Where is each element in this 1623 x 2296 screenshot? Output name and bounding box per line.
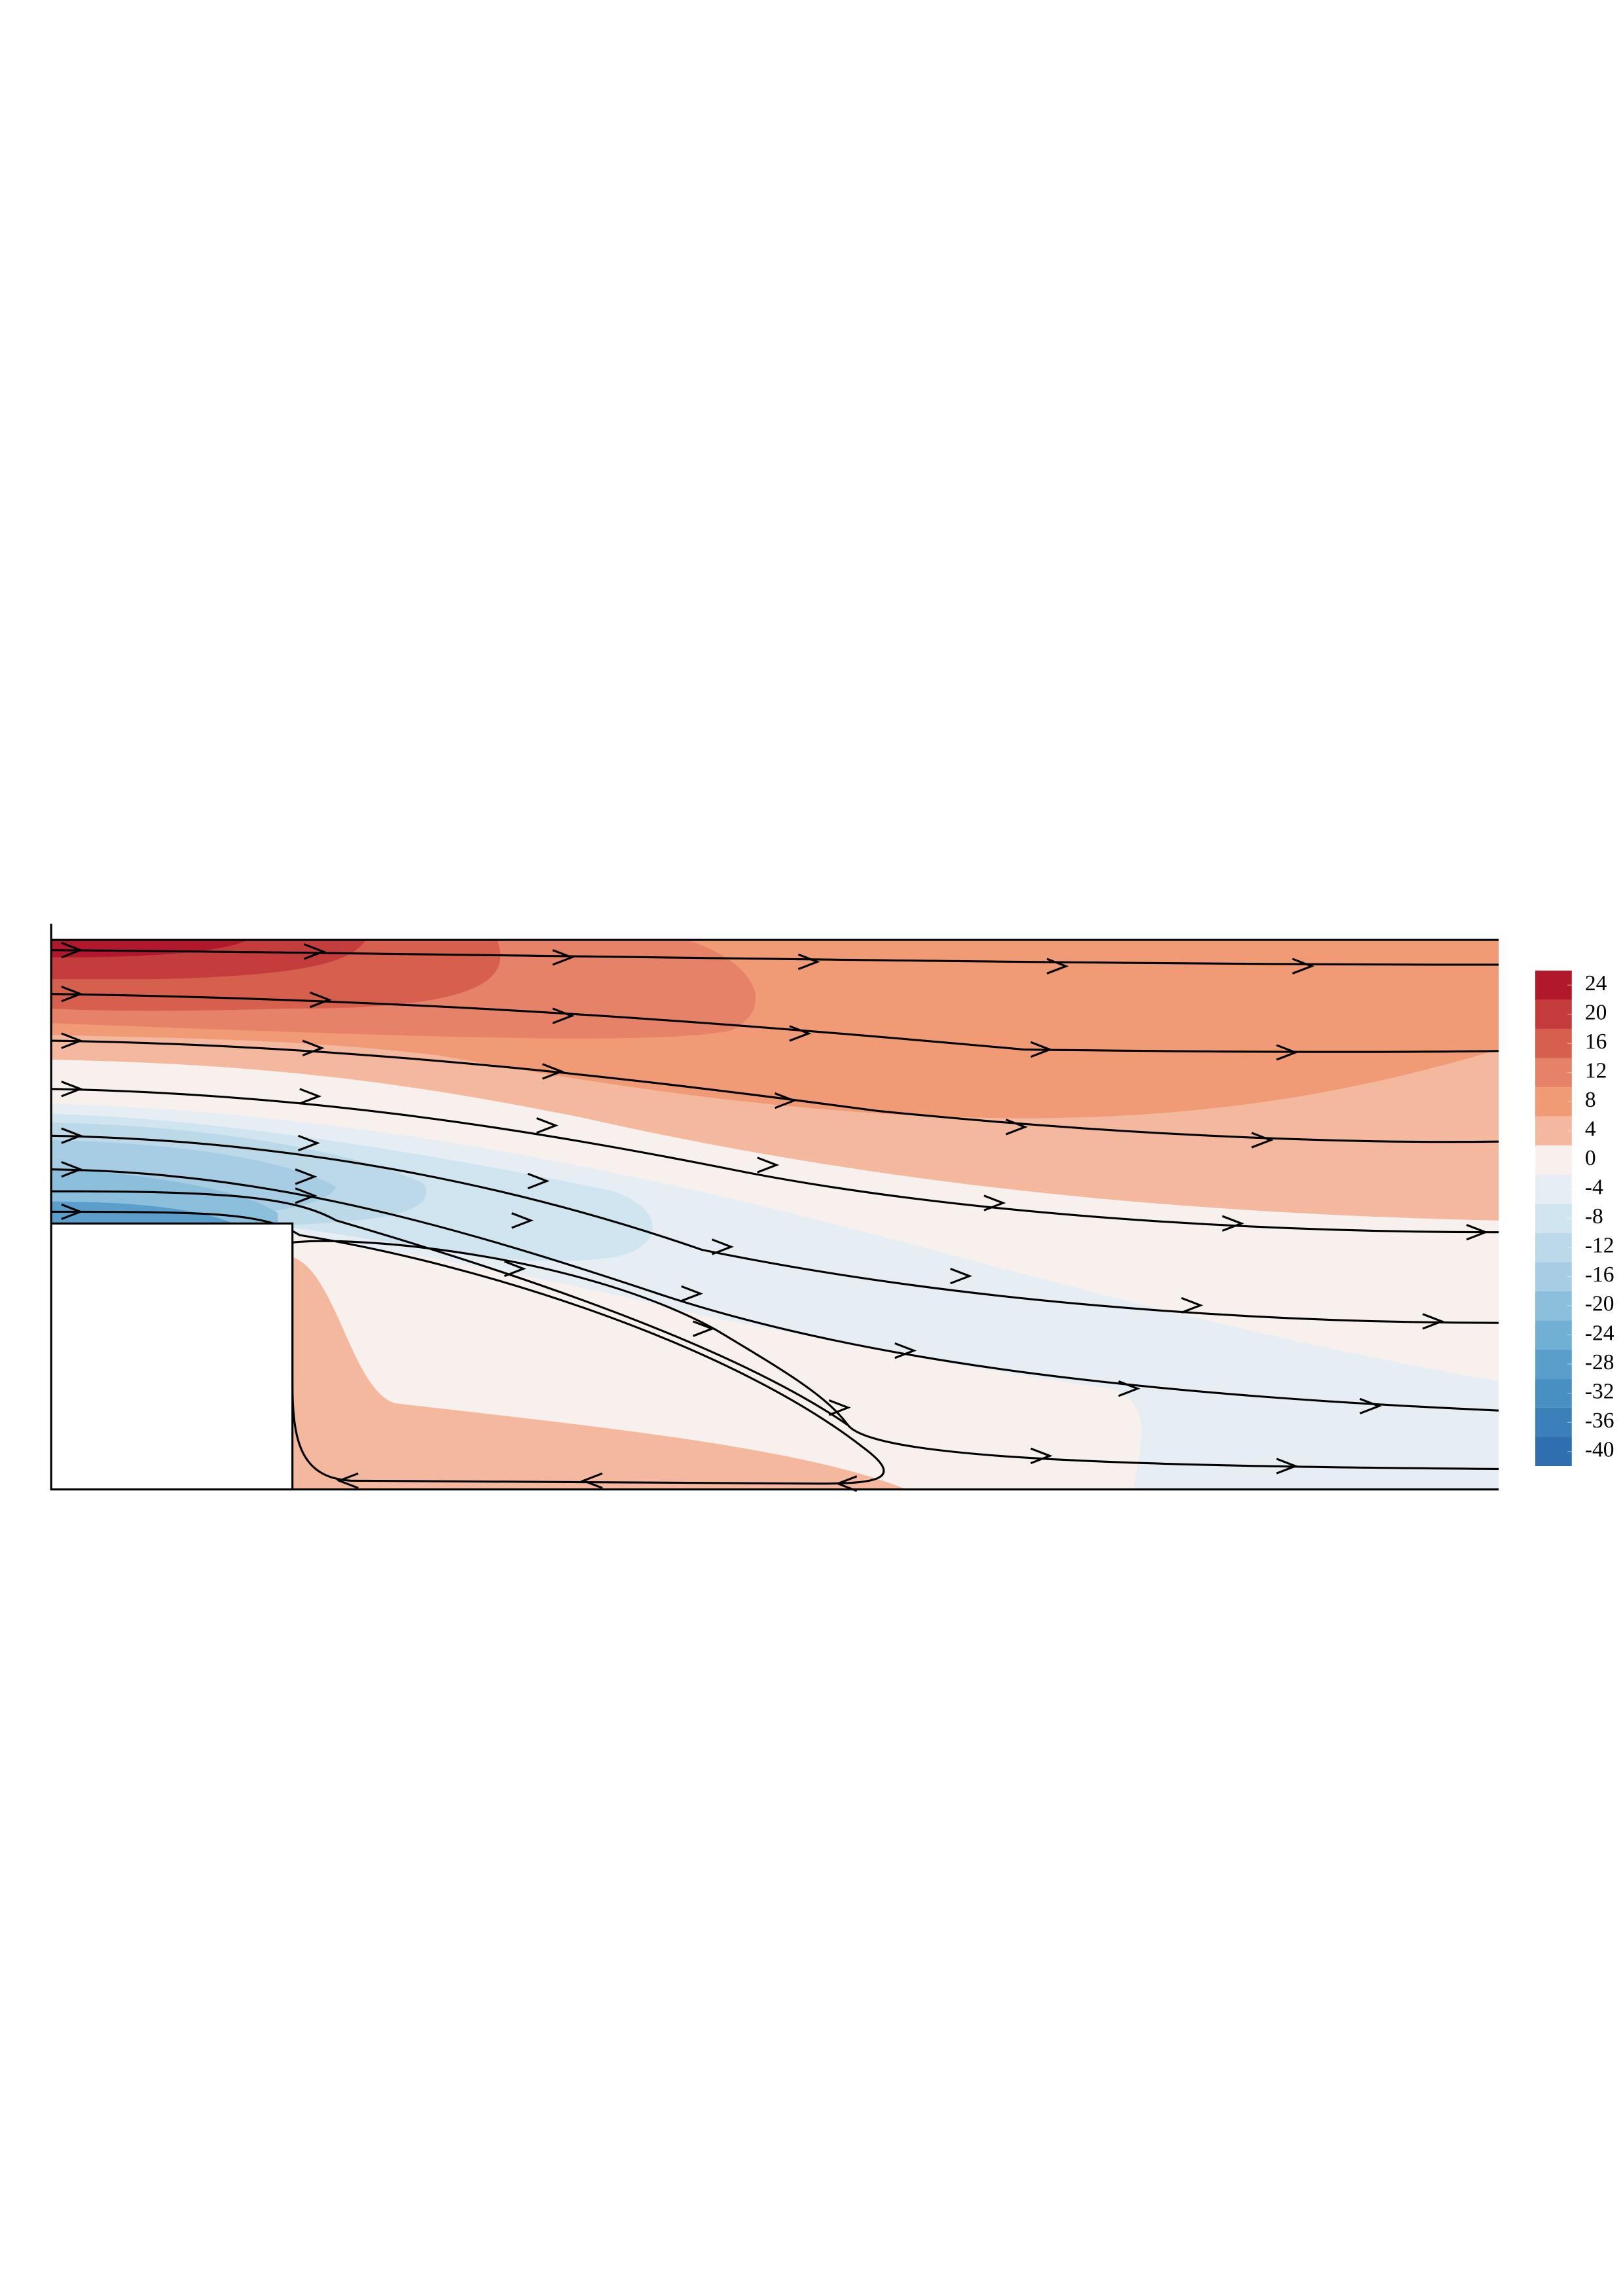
colorbar-tick-label: -16 bbox=[1585, 1263, 1614, 1287]
contour-region bbox=[292, 1257, 907, 1490]
colorbar: 24 20 16 12 8 4 0 -4 -8 -12 -16 -20 -24 -28 -32 -36 -40 bbox=[1535, 970, 1614, 1466]
colorbar-band bbox=[1535, 1291, 1572, 1321]
colorbar-tick-label: -12 bbox=[1585, 1234, 1614, 1258]
colorbar-tick-label: 12 bbox=[1585, 1058, 1607, 1083]
streamline bbox=[51, 1190, 1499, 1471]
colorbar-band bbox=[1535, 1320, 1572, 1350]
colorbar-band bbox=[1535, 1087, 1572, 1117]
colorbar-tick-label: -20 bbox=[1585, 1292, 1614, 1316]
streamline bbox=[51, 949, 1499, 966]
arrowhead bbox=[61, 1187, 1299, 1475]
colorbar-band bbox=[1535, 1437, 1572, 1466]
colorbar-band bbox=[1535, 1204, 1572, 1233]
colorbar-band bbox=[1535, 1145, 1572, 1175]
colorbar-tick-label: 16 bbox=[1585, 1030, 1607, 1054]
colorbar-tick-label: -4 bbox=[1585, 1175, 1603, 1200]
streamline bbox=[51, 1168, 1499, 1412]
arrowhead bbox=[61, 1081, 1489, 1241]
colorbar-tick-label: -32 bbox=[1585, 1379, 1614, 1403]
colorbar-band bbox=[1535, 1232, 1572, 1263]
contour-field bbox=[51, 940, 1499, 1490]
streamline bbox=[51, 1134, 1499, 1324]
colorbar-tick-label: 8 bbox=[1585, 1088, 1596, 1112]
step-block bbox=[51, 1223, 293, 1490]
colorbar-tick-label: -28 bbox=[1585, 1350, 1614, 1374]
plot-area: 24 20 16 12 8 4 0 -4 -8 -12 -16 -20 -24 -28 -32 -36 -40 bbox=[50, 924, 1614, 1492]
colorbar-band bbox=[1535, 1262, 1572, 1291]
domain-frame bbox=[50, 924, 1499, 1491]
colorbar-band bbox=[1535, 1028, 1572, 1058]
colorbar-tick-label: 20 bbox=[1585, 1000, 1607, 1024]
streamlines bbox=[51, 949, 1499, 1485]
colorbar-tick-label: 0 bbox=[1585, 1146, 1596, 1170]
colorbar-band bbox=[1535, 970, 1572, 1000]
colorbar-band bbox=[1535, 1349, 1572, 1379]
streamline bbox=[51, 1088, 1499, 1234]
arrowheads bbox=[61, 942, 1489, 1492]
colorbar-tick-label: 24 bbox=[1585, 971, 1607, 996]
colorbar-tick-label: -36 bbox=[1585, 1408, 1614, 1433]
streamline bbox=[51, 1210, 885, 1485]
colorbar-tick-label: -40 bbox=[1585, 1437, 1614, 1462]
colorbar-band bbox=[1535, 1058, 1572, 1088]
arrowhead bbox=[61, 1161, 1382, 1415]
arrowhead bbox=[61, 1032, 1274, 1149]
colorbar-tick-label: -24 bbox=[1585, 1321, 1614, 1345]
streamline bbox=[51, 993, 1499, 1053]
arrowhead bbox=[61, 1127, 1445, 1330]
colorbar-band bbox=[1535, 1407, 1572, 1437]
colorbar-band bbox=[1535, 1378, 1572, 1408]
colorbar-band bbox=[1535, 999, 1572, 1029]
colorbar-tick-label: 4 bbox=[1585, 1117, 1596, 1141]
colorbar-band bbox=[1535, 1174, 1572, 1204]
colorbar-tick-label: -8 bbox=[1585, 1204, 1603, 1229]
arrowhead bbox=[61, 986, 1299, 1061]
arrowhead bbox=[61, 942, 1315, 975]
colorbar-band bbox=[1535, 1116, 1572, 1146]
contour-region bbox=[51, 940, 249, 958]
streamline bbox=[51, 1039, 1499, 1143]
